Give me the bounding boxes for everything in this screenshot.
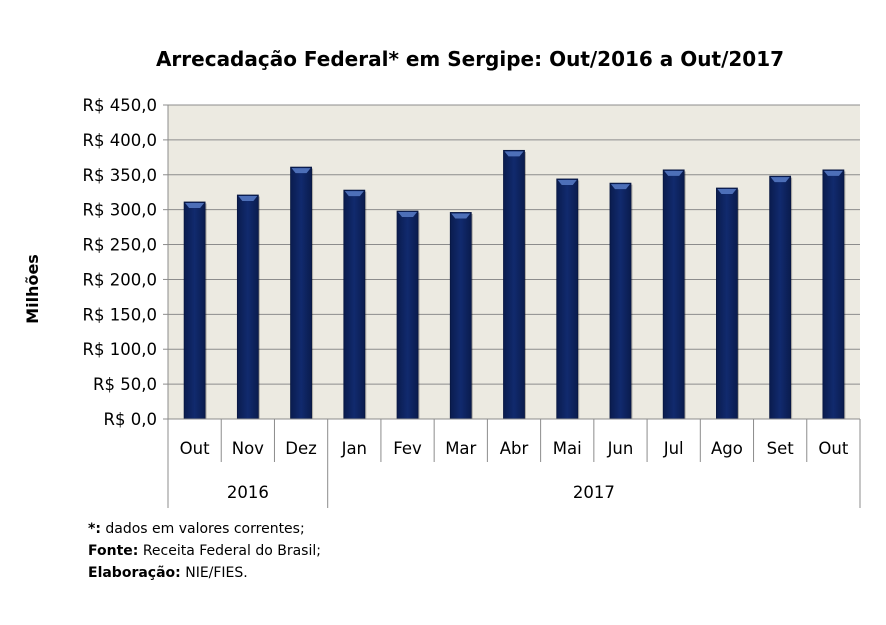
bar xyxy=(769,175,792,420)
note-key: Fonte: xyxy=(88,543,139,559)
group-label: 2017 xyxy=(573,483,615,502)
x-tick-label: Fev xyxy=(393,439,422,458)
group-label: 2016 xyxy=(227,483,269,502)
y-tick-label: R$ 150,0 xyxy=(83,305,157,324)
bar xyxy=(609,182,632,420)
note-text: dados em valores correntes; xyxy=(100,521,305,537)
x-tick-label: Mar xyxy=(445,439,476,458)
bar xyxy=(290,166,312,420)
bar xyxy=(556,178,579,420)
bar-bevel xyxy=(717,189,737,195)
bar-bevel xyxy=(238,196,258,202)
note-key: Elaboração: xyxy=(88,565,181,581)
bar-group xyxy=(396,210,420,420)
x-tick-label: Abr xyxy=(500,439,529,458)
note-line: *: dados em valores correntes; xyxy=(88,518,321,540)
bar xyxy=(503,149,525,420)
y-tick-label: R$ 100,0 xyxy=(83,340,157,359)
bars xyxy=(183,149,846,420)
bar xyxy=(343,189,366,420)
bar-bevel xyxy=(185,202,205,208)
x-tick-label: Mai xyxy=(553,439,582,458)
x-tick-label: Jan xyxy=(341,439,367,458)
bar-bevel xyxy=(398,212,418,218)
x-tick-label: Out xyxy=(818,439,848,458)
x-tick-label: Jun xyxy=(607,439,634,458)
y-tick-label: R$ 50,0 xyxy=(93,375,157,394)
chart-notes: *: dados em valores correntes; Fonte: Re… xyxy=(88,518,321,584)
y-tick-label: R$ 350,0 xyxy=(83,166,157,185)
y-tick-label: R$ 450,0 xyxy=(83,96,157,115)
bar-group xyxy=(290,166,314,420)
y-axis-ticks: R$ 0,0 R$ 50,0 R$ 100,0 R$ 150,0 R$ 200,0 R$ … xyxy=(83,96,169,429)
bar xyxy=(822,169,845,420)
y-axis-label: Milhões xyxy=(23,254,42,324)
bar-bevel xyxy=(504,151,524,157)
bar-group xyxy=(449,212,473,420)
x-tick-label: Dez xyxy=(285,439,317,458)
note-key: *: xyxy=(88,521,101,537)
bar xyxy=(716,187,738,420)
x-tick-label: Nov xyxy=(232,439,264,458)
bar-group xyxy=(183,201,207,420)
y-tick-label: R$ 250,0 xyxy=(83,236,157,255)
chart-title: Arrecadação Federal* em Sergipe: Out/201… xyxy=(156,47,784,71)
bar xyxy=(183,201,206,420)
bar-bevel xyxy=(664,170,684,176)
bar-bevel xyxy=(610,184,630,190)
bar xyxy=(396,210,419,420)
bar-bevel xyxy=(344,191,364,197)
bar xyxy=(662,169,685,420)
bar-bevel xyxy=(823,170,843,176)
note-line: Elaboração: NIE/FIES. xyxy=(88,562,321,584)
bar-group xyxy=(236,194,260,420)
x-tick-label: Out xyxy=(180,439,210,458)
bar-group xyxy=(343,189,367,420)
note-line: Fonte: Receita Federal do Brasil; xyxy=(88,540,321,562)
y-tick-label: R$ 200,0 xyxy=(83,270,157,289)
bar-group xyxy=(662,169,686,420)
y-tick-label: R$ 300,0 xyxy=(83,201,157,220)
x-tick-label: Ago xyxy=(711,439,743,458)
bar-bevel xyxy=(291,168,311,174)
x-tick-label: Set xyxy=(767,439,795,458)
bar-bevel xyxy=(451,213,471,219)
bar xyxy=(449,212,472,420)
bar-group xyxy=(822,169,846,420)
note-text: Receita Federal do Brasil; xyxy=(138,543,321,559)
bar-group xyxy=(769,175,793,420)
x-axis: Out Nov Dez Jan Fev Mar Abr Mai Jun Jul Ago Set Out 2… xyxy=(167,418,861,508)
note-text: NIE/FIES. xyxy=(180,565,248,581)
bar-group xyxy=(556,178,580,420)
bar-group xyxy=(609,182,633,420)
bar-group xyxy=(503,149,526,420)
bar-group xyxy=(716,187,739,420)
y-tick-label: R$ 0,0 xyxy=(104,410,157,429)
x-tick-label: Jul xyxy=(663,439,684,458)
bar-bevel xyxy=(557,179,577,185)
y-tick-label: R$ 400,0 xyxy=(83,131,157,150)
bar-bevel xyxy=(770,177,790,183)
bar xyxy=(236,194,259,420)
